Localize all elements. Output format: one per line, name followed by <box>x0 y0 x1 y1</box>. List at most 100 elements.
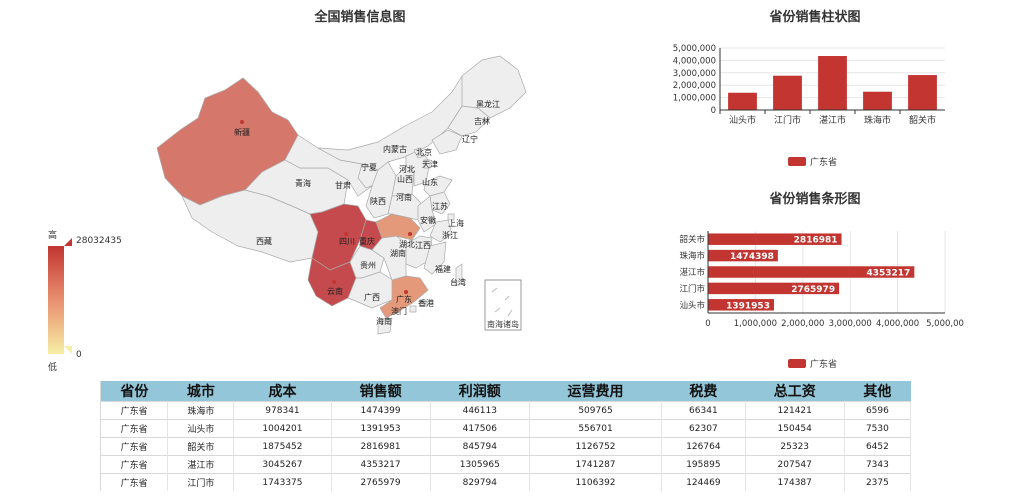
table-cell: 150454 <box>745 419 845 438</box>
map-region-label: 西藏 <box>256 236 272 246</box>
map-region[interactable] <box>357 163 379 189</box>
map-region-dot <box>404 290 408 294</box>
map-region[interactable] <box>377 317 393 335</box>
map-region[interactable] <box>461 55 527 119</box>
visual-map-gradient-bar[interactable] <box>48 246 64 354</box>
table-cell: 6452 <box>844 437 912 456</box>
map-region[interactable] <box>447 213 455 221</box>
table-header-cell: 总工资 <box>745 381 845 402</box>
table-header-cell: 运营费用 <box>529 381 662 402</box>
table-cell: 汕头市 <box>167 419 235 438</box>
map-region-label: 上海 <box>448 218 464 228</box>
map-region[interactable] <box>419 299 427 307</box>
table-cell: 174387 <box>745 473 845 491</box>
map-region[interactable] <box>423 159 431 169</box>
map-region[interactable] <box>387 193 425 221</box>
map-region[interactable] <box>409 305 417 313</box>
table-cell: 1741287 <box>529 455 663 474</box>
map-region-dot <box>332 280 336 284</box>
table-row: 广东省 汕头市 1004201 1391953 417506 556701 62307 150… <box>99 419 912 438</box>
table-cell: 3045267 <box>233 455 332 474</box>
visual-map-min-handle[interactable] <box>64 346 72 354</box>
map-region[interactable] <box>429 219 453 243</box>
table-cell: 1875452 <box>233 437 332 456</box>
map-region-label: 重庆 <box>359 236 375 246</box>
visual-map-max-value: 28032435 <box>76 236 122 246</box>
map-region-label: 贵州 <box>360 260 376 270</box>
map-region-label: 浙江 <box>442 230 458 240</box>
table-row: 广东省 珠海市 978341 1474399 446113 509765 66341 1214… <box>99 401 912 420</box>
visual-map-high-label: 高 <box>48 231 58 241</box>
map-region-label: 陕西 <box>370 196 386 206</box>
table-cell: 195895 <box>661 455 746 474</box>
table-cell: 广东省 <box>99 437 169 456</box>
map-region-label: 青海 <box>295 178 311 188</box>
table-cell: 66341 <box>661 401 746 420</box>
map-region-label: 云南 <box>327 286 343 296</box>
table-header-cell: 利润额 <box>430 381 530 402</box>
table-row: 广东省 湛江市 3045267 4353217 1305965 1741287 195895… <box>99 455 912 474</box>
table-header-cell: 城市 <box>167 381 234 402</box>
table-header-cell: 省份 <box>99 381 168 402</box>
map-region-label: 吉林 <box>474 116 490 126</box>
table-header-cell: 销售额 <box>331 381 431 402</box>
table-cell: 湛江市 <box>167 455 235 474</box>
table-cell: 广东省 <box>99 419 169 438</box>
bar-chart-title: 省份销售柱状图 <box>769 10 861 25</box>
map-region[interactable] <box>431 129 463 155</box>
visual-map-max-handle[interactable] <box>64 238 72 246</box>
map-region-label: 内蒙古 <box>383 144 407 154</box>
table-cell: 829794 <box>430 473 530 491</box>
table-cell: 江门市 <box>167 473 235 491</box>
table-cell: 1004201 <box>233 419 332 438</box>
table-cell: 556701 <box>529 419 663 438</box>
map-region[interactable] <box>379 275 429 319</box>
map-region[interactable] <box>423 241 447 275</box>
table-cell: 207547 <box>745 455 845 474</box>
map-region[interactable] <box>391 165 415 197</box>
hbar-chart-title: 省份销售条形图 <box>769 192 861 207</box>
map-region-label: 广东 <box>396 294 412 304</box>
map-region-label: 山西 <box>397 174 413 184</box>
map-region-label: 安徽 <box>420 215 436 225</box>
table-cell: 446113 <box>430 401 530 420</box>
map-region-label: 广西 <box>364 292 380 302</box>
map-region-dot <box>344 232 348 236</box>
sales-table: 省份 城市 成本 销售额 利润额 运营费用 税费 总工资 其他 广东省 珠海市 978341 1474… <box>99 381 912 491</box>
table-cell: 2375 <box>844 473 912 491</box>
table-cell: 1305965 <box>430 455 530 474</box>
map-region-label: 天津 <box>422 159 438 169</box>
table-header-cell: 成本 <box>233 381 331 402</box>
table-cell: 509765 <box>529 401 663 420</box>
table-cell: 7530 <box>844 419 912 438</box>
table-cell: 126764 <box>661 437 746 456</box>
south-sea-label: 南海诸岛 <box>487 319 519 329</box>
table-cell: 广东省 <box>99 401 169 420</box>
table-header-cell: 其他 <box>844 381 911 402</box>
table-cell: 广东省 <box>99 455 169 474</box>
table-row: 广东省 江门市 1743375 2765979 829794 1106392 124469 1… <box>99 473 912 491</box>
table-cell: 25323 <box>745 437 845 456</box>
map-region-label: 新疆 <box>234 127 250 137</box>
map-region-label: 宁夏 <box>361 162 377 172</box>
map-region[interactable] <box>455 263 463 287</box>
table-cell: 2765979 <box>331 473 431 491</box>
table-header-row: 省份 城市 成本 销售额 利润额 运营费用 税费 总工资 其他 <box>99 381 911 402</box>
map-region[interactable] <box>371 235 409 281</box>
map-region-label: 台湾 <box>450 277 466 287</box>
map-region-label: 四川 <box>339 237 355 246</box>
map-region-label: 山东 <box>422 177 438 187</box>
table-cell: 2816981 <box>331 437 431 456</box>
map-region-label: 辽宁 <box>462 134 478 144</box>
table-cell: 62307 <box>661 419 746 438</box>
map-region-label: 澳门 <box>391 306 407 316</box>
table-header-cell: 税费 <box>661 381 746 402</box>
table-cell: 124469 <box>661 473 746 491</box>
table-cell: 广东省 <box>99 473 169 491</box>
visual-map-legend[interactable]: 高 28032435 0 低 <box>38 228 148 378</box>
map-region[interactable] <box>317 75 473 171</box>
map-region[interactable] <box>413 147 425 159</box>
map-region-label: 香港 <box>418 298 434 308</box>
table-cell: 1391953 <box>331 419 431 438</box>
